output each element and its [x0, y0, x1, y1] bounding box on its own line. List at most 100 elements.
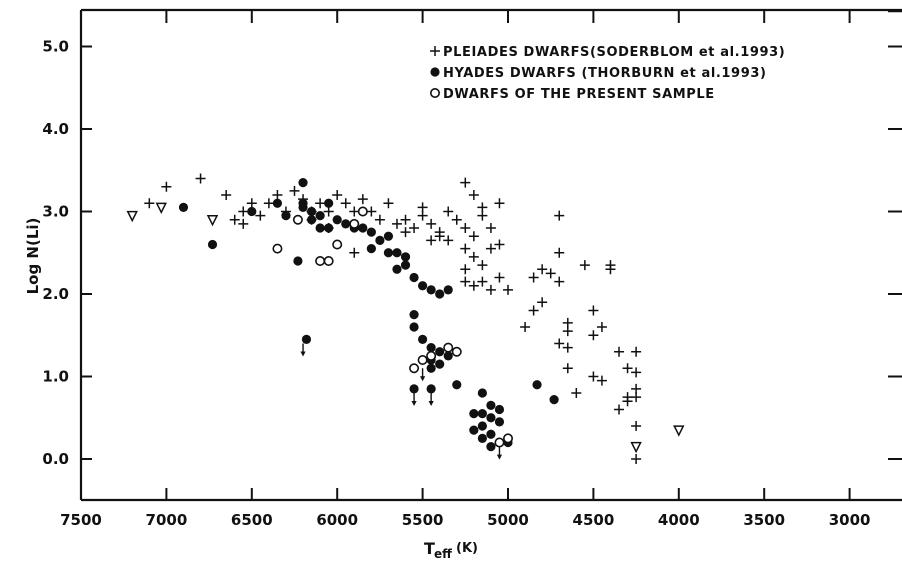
data-point [588, 305, 599, 316]
legend-marker-filled-circle [430, 67, 440, 77]
data-point [400, 260, 411, 270]
data-point [622, 392, 633, 403]
data-point [494, 272, 505, 283]
data-point [596, 322, 607, 332]
filled-circle-marker [426, 363, 436, 373]
data-point [301, 334, 312, 344]
data-point [161, 181, 172, 192]
data-point [477, 409, 487, 419]
data-point [477, 388, 487, 398]
upper-limit-head [496, 454, 503, 460]
data-point [426, 363, 436, 373]
open-triangle-marker [126, 210, 138, 223]
data-point [460, 177, 471, 188]
data-point [468, 280, 479, 291]
data-point [477, 421, 487, 431]
data-point [357, 194, 368, 205]
filled-circle-marker [435, 359, 445, 369]
open-circle-marker [494, 437, 505, 448]
data-point [502, 433, 513, 444]
filled-circle-marker [426, 384, 436, 394]
data-point [631, 421, 642, 431]
x-tick-label: 6000 [316, 511, 358, 529]
filled-circle-marker [443, 351, 453, 361]
upper-limit-head [300, 351, 306, 357]
y-axis-title: Log N(Li) [24, 218, 42, 295]
data-point [443, 342, 454, 353]
filled-circle-marker [315, 223, 325, 233]
open-triangle-marker [155, 202, 167, 215]
data-point [357, 206, 368, 217]
data-point [293, 256, 303, 266]
data-point [400, 214, 411, 225]
data-point [418, 334, 428, 344]
open-triangle-marker [673, 425, 685, 437]
data-point [358, 223, 368, 233]
data-point [496, 446, 503, 460]
filled-circle-marker [452, 380, 462, 390]
x-axis-title-main: T [424, 539, 435, 558]
data-point [409, 384, 419, 394]
legend-label-hyades: HYADES DWARFS (THORBURN et al.1993) [443, 66, 767, 81]
data-point [263, 198, 274, 209]
data-point [349, 247, 360, 258]
filled-circle-marker [532, 380, 542, 390]
data-point [409, 223, 420, 233]
data-point [468, 190, 479, 200]
data-point [468, 231, 479, 242]
filled-circle-marker [418, 334, 428, 344]
data-point [554, 338, 565, 349]
filled-circle-marker [469, 409, 479, 419]
filled-circle-marker [400, 252, 411, 262]
x-tick-label: 6500 [231, 511, 273, 529]
data-point [400, 227, 411, 238]
data-point [443, 351, 453, 361]
data-point [315, 211, 325, 221]
filled-circle-marker [298, 202, 308, 212]
data-point [554, 276, 565, 287]
filled-circle-marker [477, 409, 487, 419]
filled-circle-marker [426, 285, 436, 295]
filled-circle-marker [281, 211, 291, 221]
y-tick-label: 0.0 [42, 450, 69, 468]
data-point [486, 442, 496, 452]
x-tick-label: 3500 [743, 511, 785, 529]
x-tick-label: 3000 [829, 511, 871, 529]
data-point [596, 375, 607, 386]
data-point [426, 343, 436, 353]
filled-circle-marker [477, 421, 487, 431]
filled-circle-marker [306, 206, 317, 217]
data-point [486, 413, 496, 423]
filled-circle-marker [375, 235, 385, 245]
data-point [673, 425, 685, 437]
filled-circle-marker [409, 322, 419, 332]
x-axis-title-subscript: eff [434, 547, 452, 561]
data-point [571, 388, 582, 398]
data-point [418, 281, 428, 291]
filled-circle-marker [400, 260, 411, 270]
open-circle-marker [292, 214, 303, 225]
data-point [477, 276, 488, 287]
data-point [537, 297, 548, 308]
data-point [494, 404, 505, 415]
data-point [426, 384, 436, 394]
x-tick-label: 4500 [573, 511, 615, 529]
data-point [417, 210, 428, 221]
y-tick-label: 3.0 [42, 203, 69, 221]
open-circle-marker [502, 433, 513, 444]
x-tick-label: 7000 [146, 511, 188, 529]
data-point [614, 404, 625, 415]
open-circle-marker [426, 350, 437, 361]
data-point [468, 251, 479, 262]
data-point [520, 322, 531, 332]
data-point [349, 206, 360, 217]
filled-circle-marker [178, 202, 189, 212]
data-point [494, 417, 505, 427]
x-axis: 7500 7000 6500 6000 5500 5000 4500 4000 3500 3000 [60, 10, 870, 529]
data-point [622, 363, 633, 374]
data-point [614, 346, 625, 357]
data-point [528, 272, 539, 283]
data-point [485, 243, 496, 254]
filled-circle-marker [477, 433, 487, 443]
